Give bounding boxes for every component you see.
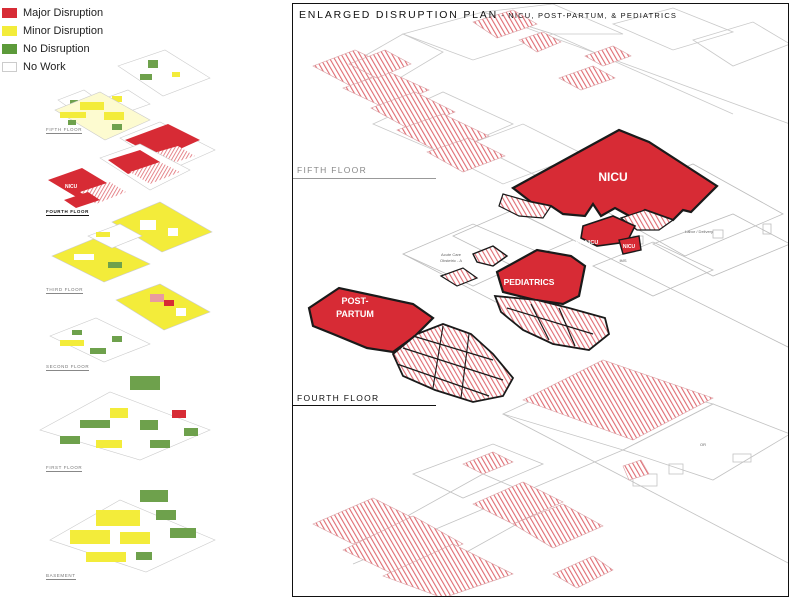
pediatrics-label: PEDIATRICS (504, 277, 555, 287)
room-label-acute-1: Acute Care (441, 252, 462, 257)
nicu-department: NICU EX-NICU NICU (498, 128, 719, 255)
nicu-mini-label: NICU (65, 184, 78, 190)
floor-label-first: FIRST FLOOR (46, 465, 83, 472)
postpartum-hatch-block (391, 323, 515, 403)
floor-third (51, 201, 213, 283)
room-label-acute-2: Obstetric - A (440, 258, 462, 263)
panel-fourth-floor-label: FOURTH FLOOR (297, 393, 380, 403)
floor-label-fifth: FIFTH FLOOR (46, 127, 83, 134)
pediatrics-block (495, 248, 587, 306)
room-label-labor: Labor / Delivery (685, 229, 713, 234)
legend-label: No Disruption (23, 43, 90, 55)
floor-fourth (48, 143, 191, 208)
legend-label: Minor Disruption (23, 25, 104, 37)
legend-swatch-nowork (2, 62, 17, 72)
postpartum-label-2: PARTUM (336, 309, 374, 319)
legend-label: No Work (23, 61, 66, 73)
third-floor-hatch (312, 359, 714, 596)
panel-title: ENLARGED DISRUPTION PLAN - NICU, POST-PA… (299, 9, 677, 21)
legend-item-none: No Disruption (2, 40, 103, 58)
floor-stack-drawing: NICU (39, 49, 216, 573)
legend-item-nowork: No Work (2, 58, 103, 76)
legend-item-major: Major Disruption (2, 4, 103, 22)
pediatrics-department: PEDIATRICS (439, 245, 611, 351)
panel-title-sub: - NICU, POST-PARTUM, & PEDIATRICS (497, 11, 678, 20)
floor-label-second: SECOND FLOOR (46, 364, 90, 371)
enlarged-plan-drawing: NICU EX-NICU NICU PEDIATRICS POST- PARTU (307, 4, 788, 596)
fifth-floor-hatch (312, 9, 632, 173)
panel-fifth-floor-label: FIFTH FLOOR (297, 165, 368, 175)
floor-stack: NICU FIFTH FLOOR FOURTH FLOOR THIRD FLOO… (0, 0, 250, 603)
legend-swatch-minor (2, 26, 17, 36)
postpartum-department: POST- PARTUM (307, 286, 515, 403)
room-label-or: OR (700, 442, 706, 447)
postpartum-label-1: POST- (341, 296, 368, 306)
exnicu-label: EX-NICU (576, 240, 599, 246)
nicu-label: NICU (598, 170, 627, 184)
panel-title-main: ENLARGED DISRUPTION PLAN (299, 9, 498, 21)
room-label-ims: IMS (619, 258, 626, 263)
floor-label-third: THIRD FLOOR (46, 287, 84, 294)
floor-label-basement: BASEMENT (46, 573, 76, 580)
divider-fifth (293, 178, 436, 179)
legend-item-minor: Minor Disruption (2, 22, 103, 40)
legend: Major Disruption Minor Disruption No Dis… (2, 4, 103, 76)
floor-label-fourth: FOURTH FLOOR (46, 209, 89, 216)
legend-swatch-none (2, 44, 17, 54)
enlarged-plan-panel: ENLARGED DISRUPTION PLAN - NICU, POST-PA… (292, 3, 789, 597)
floor-basement (49, 490, 216, 573)
divider-fourth (293, 405, 436, 406)
legend-label: Major Disruption (23, 7, 104, 19)
floor-first (39, 376, 211, 461)
nicu-small-label: NICU (623, 244, 636, 250)
floor-second (49, 283, 211, 363)
legend-swatch-major (2, 8, 17, 18)
